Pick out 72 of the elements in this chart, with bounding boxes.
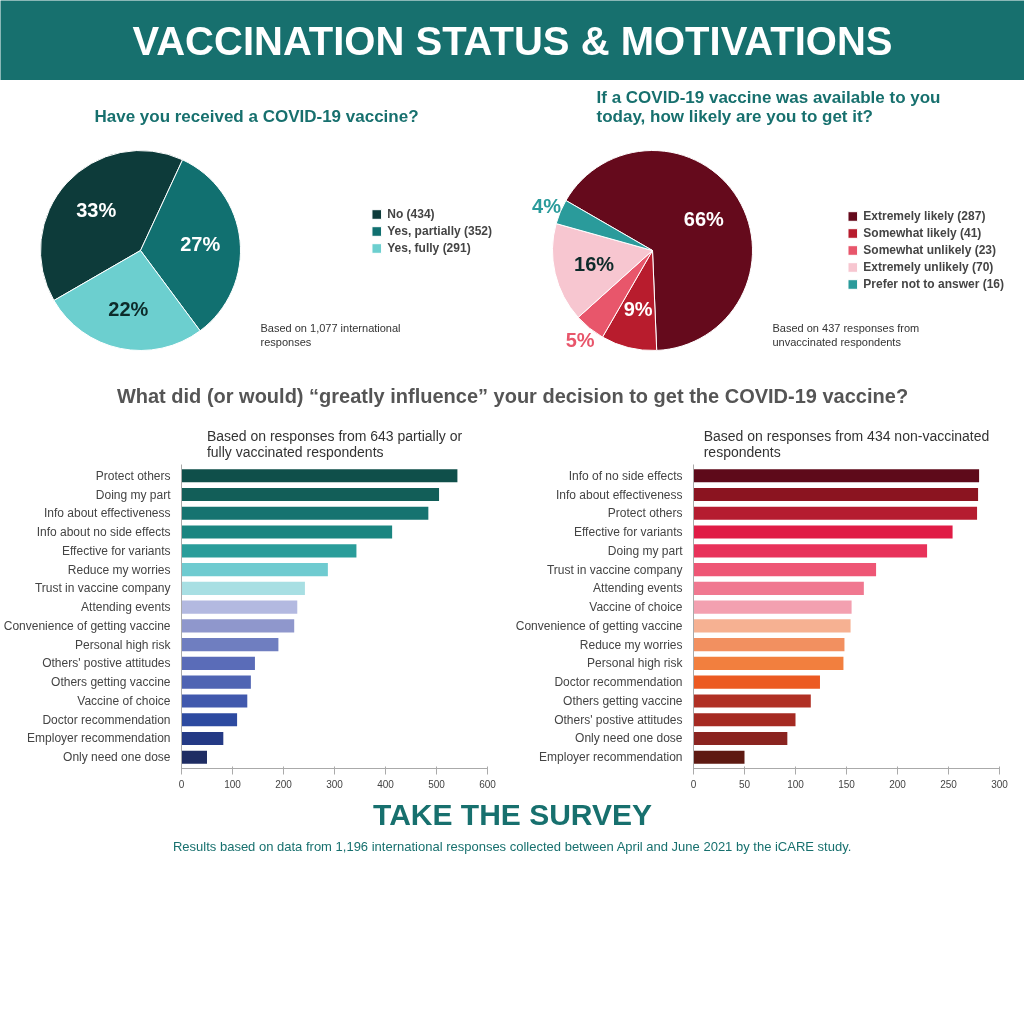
y-tick-label: Others' postive attitudes [42, 656, 171, 671]
x-tick-label: 300 [326, 778, 344, 790]
legend-label: Extremely unlikely (70) [863, 260, 994, 274]
x-tick-label: 400 [377, 778, 395, 790]
data-label: 66% [683, 208, 725, 231]
y-tick-label: Protect others [95, 468, 171, 483]
y-tick-label: Doing my part [95, 487, 172, 502]
x-tick-label: 500 [428, 778, 446, 790]
y-tick-label: Employer recommendation [27, 731, 171, 746]
y-tick-label: Reduce my worries [67, 562, 171, 577]
y-tick-label: Protect others [607, 506, 683, 521]
text: VACCINATION STATUS & MOTIVATIONS [132, 18, 893, 63]
chart-subtitle: Based on responses from 434 non-vaccinated respondents [703, 427, 990, 460]
text: TAKE THE SURVEY [373, 798, 652, 831]
data-label: 33% [76, 199, 117, 222]
y-tick-label: Employer recommendation [539, 750, 683, 765]
y-tick-label: Info about no side effects [36, 525, 171, 540]
y-tick-label: Info of no side effects [568, 468, 683, 483]
y-tick-label: Convenience of getting vaccine [515, 618, 683, 633]
x-tick-label: 200 [889, 778, 907, 790]
data-label: 5% [565, 328, 595, 351]
data-label: 4% [532, 194, 562, 217]
text: What did (or would) “greatly influence” your decision to get the COVID-19 vaccine? [116, 384, 909, 407]
y-tick-label: Doctor recommendation [554, 675, 683, 690]
chart-subtitle: Based on responses from 643 partially or fully vaccinated respondents [206, 427, 463, 460]
data-label: 27% [180, 233, 221, 256]
y-tick-label: Doing my part [607, 543, 684, 558]
x-tick-label: 600 [479, 778, 497, 790]
y-tick-label: Info about effectiveness [43, 506, 171, 521]
x-tick-label: 0 [178, 778, 185, 790]
y-tick-label: Vaccine of choice [589, 600, 683, 615]
y-tick-label: Info about effectiveness [555, 487, 683, 502]
data-label: 16% [574, 253, 615, 276]
y-tick-label: Effective for variants [62, 543, 171, 558]
legend-label: Yes, partially (352) [387, 224, 492, 238]
y-tick-label: Others getting vaccine [563, 693, 683, 708]
text: Based on 1,077 international responses [260, 322, 401, 349]
y-tick-label: Vaccine of choice [77, 693, 171, 708]
x-tick-label: 100 [224, 778, 242, 790]
legend-label: Somewhat likely (41) [863, 226, 982, 240]
data-label: 22% [108, 298, 149, 321]
y-tick-label: Only need one dose [575, 731, 683, 746]
y-tick-label: Trust in vaccine company [34, 581, 171, 596]
x-tick-label: 150 [838, 778, 856, 790]
y-tick-label: Others getting vaccine [51, 675, 171, 690]
chart-title: Have you received a COVID-19 vaccine? [94, 106, 419, 126]
legend-label: No (434) [387, 207, 435, 221]
x-tick-label: 200 [275, 778, 293, 790]
x-tick-label: 300 [991, 778, 1009, 790]
x-tick-label: 250 [940, 778, 958, 790]
x-tick-label: 0 [690, 778, 697, 790]
legend-label: Prefer not to answer (16) [863, 277, 1004, 291]
y-tick-label: Personal high risk [587, 656, 684, 671]
x-tick-label: 50 [738, 778, 751, 790]
y-tick-label: Reduce my worries [579, 637, 683, 652]
x-tick-label: 100 [787, 778, 805, 790]
y-tick-label: Only need one dose [63, 750, 171, 765]
legend-label: Extremely likely (287) [863, 209, 986, 223]
y-tick-label: Attending events [81, 600, 171, 615]
y-tick-label: Personal high risk [75, 637, 172, 652]
legend-label: Somewhat unlikely (23) [863, 243, 996, 257]
legend-label: Yes, fully (291) [387, 241, 471, 255]
y-tick-label: Convenience of getting vaccine [3, 618, 171, 633]
y-tick-label: Doctor recommendation [42, 712, 171, 727]
y-tick-label: Effective for variants [574, 525, 683, 540]
text: Results based on data from 1,196 international responses collected between April and June 2021 by the iCARE study. [172, 839, 852, 854]
y-tick-label: Others' postive attitudes [554, 712, 683, 727]
text: Based on 437 responses from unvaccinated respondents [772, 322, 920, 349]
y-tick-label: Trust in vaccine company [546, 562, 683, 577]
chart-title: If a COVID-19 vaccine was available to you today, how likely are you to get it? [596, 87, 941, 126]
y-tick-label: Attending events [593, 581, 683, 596]
data-label: 9% [623, 297, 653, 320]
